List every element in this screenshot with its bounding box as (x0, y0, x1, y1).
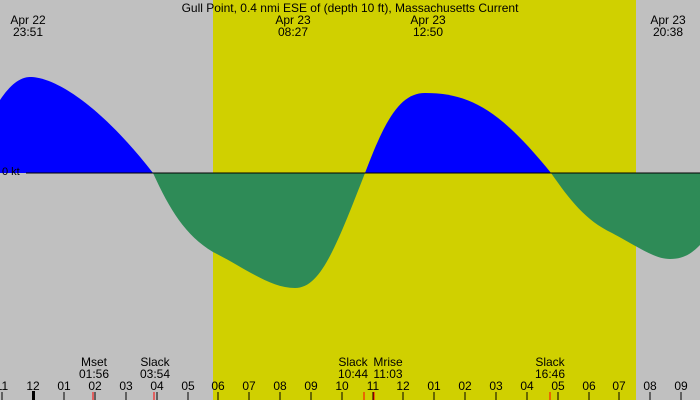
event-slack-3: Slack 16:46 (535, 356, 565, 380)
event-time: 10:44 (337, 367, 369, 381)
ebb-area-2 (551, 173, 700, 259)
x-tick-label: 08 (273, 379, 287, 393)
x-tick-label: 02 (458, 379, 472, 393)
flood-area-2 (365, 93, 551, 173)
top-label-sunrise: Apr 23 08:27 (275, 14, 310, 38)
ebb-area-1 (153, 173, 365, 288)
top-label-date: Apr 22 (10, 13, 46, 27)
top-label-date: Apr 23 (410, 13, 446, 27)
top-label-sunset: Apr 23 20:38 (650, 14, 685, 38)
x-tick-label: 06 (582, 379, 596, 393)
event-time: 16:46 (534, 367, 566, 381)
event-label: Slack (535, 355, 565, 369)
top-label-time: 08:27 (277, 25, 309, 39)
x-tick-label: 11 (366, 379, 380, 393)
event-moonrise: Mrise 11:03 (373, 356, 402, 380)
chart-title: Gull Point, 0.4 nmi ESE of (depth 10 ft)… (181, 1, 519, 15)
event-moonset: Mset 01:56 (79, 356, 109, 380)
event-time: 01:56 (78, 367, 110, 381)
x-tick-label: 10 (335, 379, 349, 393)
top-label-date: Apr 23 (650, 13, 686, 27)
x-tick-label: 04 (150, 379, 164, 393)
event-label: Slack (140, 355, 170, 369)
event-slack-1: Slack 03:54 (140, 356, 170, 380)
x-tick-label: 03 (119, 379, 133, 393)
x-tick-label: 09 (674, 379, 688, 393)
top-label-time: 23:51 (12, 25, 44, 39)
flood-area-1 (0, 77, 153, 173)
x-axis-ticks (1, 391, 682, 400)
top-label-peak: Apr 23 12:50 (410, 14, 445, 38)
event-time: 03:54 (139, 367, 171, 381)
x-tick-label: 06 (211, 379, 225, 393)
x-tick-label: 07 (612, 379, 626, 393)
top-label-sunset-prev: Apr 22 23:51 (10, 14, 45, 38)
x-tick-label: 05 (551, 379, 565, 393)
top-label-time: 20:38 (652, 25, 684, 39)
event-label: Slack (338, 355, 368, 369)
x-tick-label: 04 (520, 379, 534, 393)
x-tick-label: 03 (489, 379, 503, 393)
x-tick-label: 07 (242, 379, 256, 393)
top-label-time: 12:50 (412, 25, 444, 39)
event-time: 11:03 (373, 367, 403, 381)
x-tick-label: 08 (643, 379, 657, 393)
top-label-date: Apr 23 (275, 13, 311, 27)
event-label: Mrise (373, 355, 403, 369)
zero-kt-label: 0 kt (2, 166, 20, 178)
x-tick-label: 01 (427, 379, 441, 393)
x-tick-label: 02 (88, 379, 102, 393)
x-tick-label: 09 (304, 379, 318, 393)
x-tick-label: 12 (26, 379, 40, 393)
x-tick-label: 05 (181, 379, 195, 393)
x-tick-label: 01 (57, 379, 71, 393)
x-tick-label: 11 (0, 379, 9, 393)
x-tick-label: 12 (396, 379, 410, 393)
event-label: Mset (80, 355, 107, 369)
event-slack-2: Slack 10:44 (338, 356, 368, 380)
